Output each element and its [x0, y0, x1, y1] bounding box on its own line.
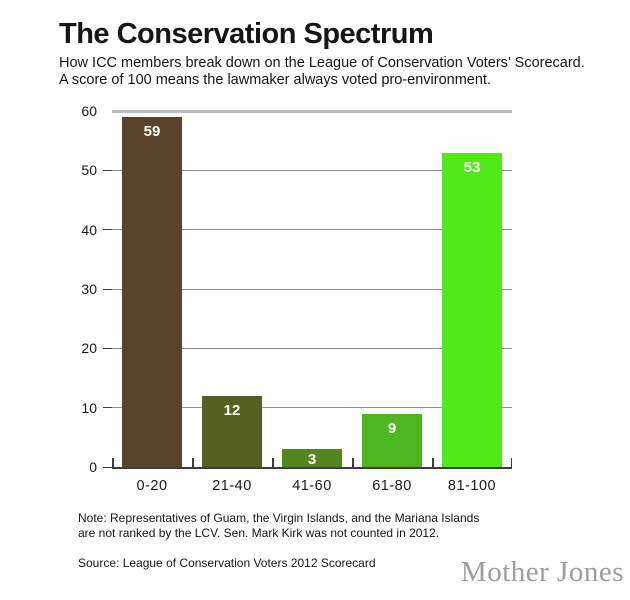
- y-axis-tick: [103, 229, 112, 231]
- mother-jones-logo: Mother Jones: [460, 556, 624, 588]
- chart-subtitle-line2: A score of 100 means the lawmaker always…: [59, 72, 491, 88]
- x-axis-label: 41-60: [292, 478, 332, 494]
- chart-subtitle: How ICC members break down on the League…: [59, 55, 585, 89]
- y-axis-label: 60: [81, 103, 97, 119]
- y-axis-tick: [103, 407, 112, 409]
- x-axis-tick: [192, 458, 194, 467]
- chart-title: The Conservation Spectrum: [59, 18, 434, 50]
- bar-value-label: 3: [307, 450, 317, 468]
- bar: [442, 152, 502, 467]
- bar-value-label: 53: [463, 158, 481, 176]
- y-axis-tick: [103, 347, 112, 349]
- x-axis-label: 0-20: [136, 478, 168, 494]
- grid-line: [112, 407, 512, 409]
- grid-line: [112, 347, 512, 349]
- y-axis-label: 50: [81, 162, 97, 179]
- y-axis-tick: [103, 467, 112, 468]
- y-axis-tick: [103, 169, 112, 171]
- chart-note-line2: are not ranked by the LCV. Sen. Mark Kir…: [78, 525, 440, 540]
- x-axis-tick: [432, 458, 434, 467]
- x-axis-label: 21-40: [212, 478, 252, 494]
- x-axis-label: 81-100: [447, 478, 497, 494]
- chart-subtitle-line1: How ICC members break down on the League…: [59, 55, 585, 71]
- bar: [122, 116, 182, 467]
- x-axis-tick: [352, 458, 354, 467]
- bar: [362, 413, 422, 467]
- chart-source: Source: League of Conservation Voters 20…: [78, 556, 376, 570]
- y-axis-label: 30: [81, 281, 97, 297]
- grid-line: [112, 229, 512, 231]
- x-axis-label: 61-80: [372, 478, 412, 494]
- y-axis-tick: [103, 288, 112, 290]
- x-axis-baseline: [112, 467, 512, 469]
- bar-value-label: 12: [223, 401, 241, 419]
- x-axis-tick: [272, 458, 274, 467]
- x-axis-tick: [112, 458, 114, 467]
- grid-line: [112, 288, 512, 290]
- chart-note-line1: Note: Representatives of Guam, the Virgi…: [78, 511, 480, 525]
- bar: [282, 449, 342, 467]
- chart-note: Note: Representatives of Guam, the Virgi…: [78, 511, 479, 540]
- y-axis-label: 40: [81, 221, 97, 238]
- y-axis-label: 20: [81, 340, 97, 357]
- y-axis-label: 10: [81, 399, 97, 416]
- x-axis-tick: [510, 458, 512, 467]
- bar-value-label: 9: [387, 419, 397, 437]
- bar-value-label: 59: [143, 122, 161, 140]
- grid-line-top: [112, 109, 512, 113]
- y-axis-label: 0: [89, 459, 97, 475]
- bar: [202, 395, 262, 467]
- grid-line: [112, 169, 512, 171]
